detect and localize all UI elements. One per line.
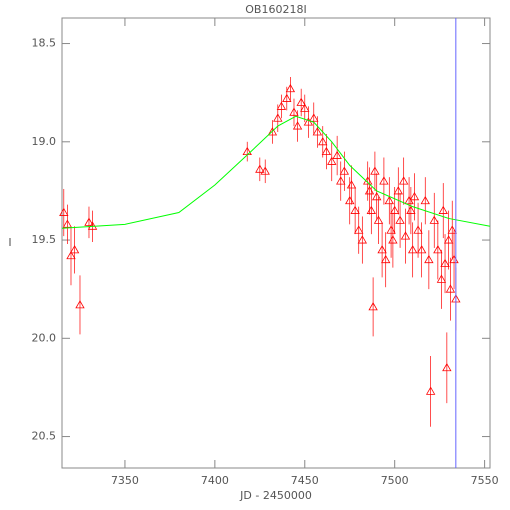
data-point <box>282 93 292 102</box>
data-point <box>339 166 350 175</box>
x-tick-label: 7400 <box>201 474 229 487</box>
data-point <box>370 166 380 175</box>
data-point <box>303 117 314 126</box>
data-point <box>62 219 73 228</box>
data-point <box>69 245 80 254</box>
data-point <box>267 127 278 136</box>
data-point <box>388 235 398 244</box>
data-point <box>321 146 332 156</box>
data-point <box>377 245 387 254</box>
data-point <box>442 362 452 372</box>
model-curve <box>61 115 491 229</box>
data-point <box>407 245 418 254</box>
data-point <box>327 156 337 165</box>
y-tick-label: 19.0 <box>32 135 57 148</box>
data-point <box>260 166 270 175</box>
data-point <box>372 192 382 201</box>
data-point <box>379 176 389 185</box>
data-point <box>350 205 360 214</box>
y-tick-label: 20.0 <box>32 331 57 344</box>
y-tick-label: 20.5 <box>32 430 57 443</box>
data-point <box>354 225 364 234</box>
data-point <box>400 231 411 240</box>
data-point <box>425 386 436 395</box>
data-point <box>59 207 69 216</box>
data-point <box>384 195 394 205</box>
x-tick-label: 7350 <box>111 474 139 487</box>
y-tick-label: 18.5 <box>32 37 57 50</box>
data-point <box>406 205 416 214</box>
data-point <box>255 164 265 173</box>
data-point <box>381 254 391 264</box>
data-point <box>312 127 323 136</box>
data-point <box>445 284 456 293</box>
data-point <box>357 235 368 244</box>
data-point <box>318 136 328 146</box>
data-point <box>420 195 430 205</box>
data-point <box>398 176 409 185</box>
data-point <box>436 274 447 283</box>
chart-title: OB160218I <box>245 3 306 16</box>
data-point <box>66 250 76 260</box>
data-point <box>395 215 405 224</box>
data-point <box>368 302 378 311</box>
y-tick-label: 19.5 <box>32 233 57 246</box>
data-point <box>413 225 423 234</box>
data-point <box>393 186 403 195</box>
data-point <box>429 215 439 224</box>
plot-frame <box>61 17 491 469</box>
data-point <box>300 103 310 112</box>
data-point <box>373 215 384 224</box>
y-axis-label: I <box>8 236 11 249</box>
x-axis-label: JD - 2450000 <box>239 489 312 502</box>
data-point <box>409 192 420 201</box>
data-point <box>84 217 94 226</box>
data-point <box>292 121 303 130</box>
data-point <box>273 113 283 122</box>
data-point <box>443 235 454 244</box>
data-point <box>447 225 457 234</box>
data-point <box>416 245 427 254</box>
data-point <box>296 97 306 106</box>
data-point <box>75 300 85 309</box>
data-point <box>389 205 400 214</box>
data-point <box>289 107 299 116</box>
data-point <box>276 101 287 110</box>
data-point <box>440 258 450 268</box>
data-point <box>438 205 448 214</box>
data-point <box>346 180 357 189</box>
data-point <box>366 205 377 214</box>
data-point <box>285 83 296 93</box>
x-tick-label: 7550 <box>471 474 499 487</box>
data-point <box>433 245 443 254</box>
data-point <box>336 176 346 185</box>
x-tick-label: 7450 <box>291 474 319 487</box>
data-point <box>424 254 434 264</box>
data-point <box>332 150 342 159</box>
x-tick-label: 7500 <box>381 474 409 487</box>
data-point <box>309 113 319 122</box>
